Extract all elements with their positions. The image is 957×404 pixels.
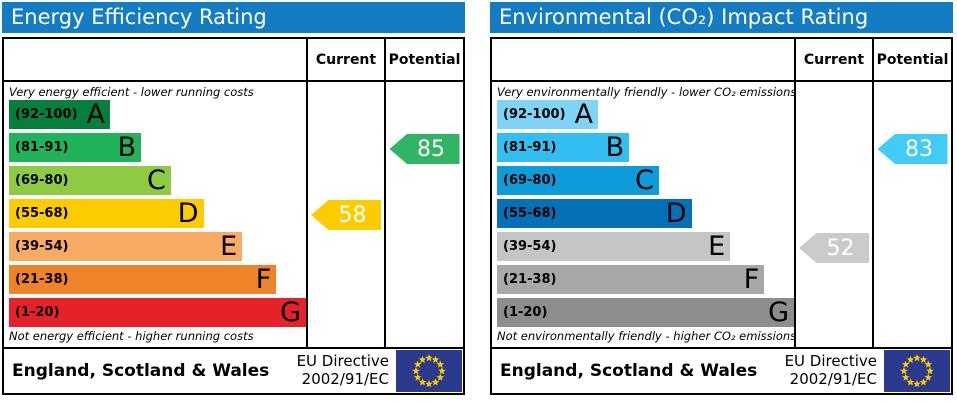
band-A: (92-100) A (9, 100, 110, 129)
band-letter: F (743, 264, 760, 295)
eu-flag-icon (396, 350, 462, 392)
potential-rating-arrow: 83 (877, 134, 948, 164)
band-range: (39-54) (15, 239, 69, 254)
band-letter: F (255, 264, 272, 295)
chart-row: Very energy efficient - lower running co… (4, 82, 463, 349)
eu-directive-line1: EU Directive (296, 352, 389, 371)
band-range: (92-100) (503, 107, 566, 122)
band-F: (21-38) F (497, 264, 765, 295)
panel-title: Environmental (CO₂) Impact Rating (490, 2, 953, 33)
potential-column: 83 (872, 82, 951, 347)
band-B: (81-91) B (497, 132, 630, 163)
band-E: (39-54) E (497, 231, 731, 262)
band-range: (21-38) (503, 272, 557, 287)
bottom-note: Not environmentally friendly - higher CO… (497, 329, 794, 343)
band-B: (81-91) B (9, 132, 142, 163)
current-column: 58 (306, 82, 384, 347)
band-letter: D (177, 198, 199, 229)
table-header: Current Potential (4, 39, 463, 82)
band-range: (55-68) (503, 206, 557, 221)
band-letter: D (665, 198, 687, 229)
band-letter: A (86, 99, 105, 130)
eu-directive-label: EU Directive 2002/91/EC (297, 353, 396, 388)
table-footer: England, Scotland & Wales EU Directive 2… (4, 349, 463, 393)
band-letter: G (280, 297, 301, 328)
band-letter: B (605, 132, 625, 163)
region-label: England, Scotland & Wales (500, 361, 758, 381)
potential-column: 85 (384, 82, 463, 347)
energy-efficiency-panel: Energy Efficiency Rating Current Potenti… (2, 2, 465, 395)
band-range: (1-20) (15, 305, 60, 320)
band-letter: B (117, 132, 137, 163)
band-G: (1-20) G (9, 298, 306, 327)
table-footer: England, Scotland & Wales EU Directive 2… (492, 349, 951, 393)
bands: (92-100) A (81-91) B (69-80) C (55-68) D (39-54)… (497, 100, 794, 327)
panel-title: Energy Efficiency Rating (2, 2, 465, 33)
band-C: (69-80) C (497, 166, 659, 195)
band-letter: G (768, 297, 789, 328)
band-range: (81-91) (503, 140, 557, 155)
band-range: (81-91) (15, 140, 69, 155)
bands-column: Very energy efficient - lower running co… (4, 82, 306, 347)
potential-column-header: Potential (384, 39, 463, 80)
band-D: (55-68) D (9, 199, 204, 228)
eu-directive-line2: 2002/91/EC (301, 370, 389, 388)
rating-table: Current Potential Very environmentally f… (490, 37, 953, 395)
bands: (92-100) A (81-91) B (69-80) C (55-68) D (39-54)… (9, 100, 306, 327)
band-range: (92-100) (15, 107, 78, 122)
epc-charts: Energy Efficiency Rating Current Potenti… (2, 2, 953, 395)
band-range: (55-68) (15, 206, 69, 221)
current-column-header: Current (306, 39, 384, 80)
band-F: (21-38) F (9, 264, 277, 295)
potential-column-header: Potential (872, 39, 951, 80)
current-rating-arrow: 58 (311, 200, 381, 230)
band-A: (92-100) A (497, 100, 598, 129)
band-G: (1-20) G (497, 298, 794, 327)
band-range: (21-38) (15, 272, 69, 287)
environmental-impact-panel: Environmental (CO₂) Impact Rating Curren… (490, 2, 953, 395)
bands-column: Very environmentally friendly - lower CO… (492, 82, 794, 347)
band-letter: E (220, 231, 238, 262)
potential-rating-arrow: 85 (389, 134, 460, 164)
current-rating-arrow: 52 (799, 233, 869, 263)
band-letter: A (574, 99, 593, 130)
band-letter: E (708, 231, 726, 262)
eu-flag-icon (884, 350, 950, 392)
band-letter: C (147, 165, 166, 196)
band-range: (39-54) (503, 239, 557, 254)
rating-table: Current Potential Very energy efficient … (2, 37, 465, 395)
band-letter: C (635, 165, 654, 196)
band-range: (69-80) (503, 173, 557, 188)
top-note: Very energy efficient - lower running co… (9, 85, 254, 99)
chart-row: Very environmentally friendly - lower CO… (492, 82, 951, 349)
current-column-header: Current (794, 39, 872, 80)
table-header: Current Potential (492, 39, 951, 82)
band-D: (55-68) D (497, 199, 692, 228)
bottom-note: Not energy efficient - higher running co… (9, 329, 254, 343)
band-E: (39-54) E (9, 231, 243, 262)
eu-directive-label: EU Directive 2002/91/EC (785, 353, 884, 388)
eu-directive-line2: 2002/91/EC (789, 370, 877, 388)
eu-directive-line1: EU Directive (784, 352, 877, 371)
header-spacer (492, 39, 794, 80)
top-note: Very environmentally friendly - lower CO… (497, 85, 794, 99)
header-spacer (4, 39, 306, 80)
band-range: (69-80) (15, 173, 69, 188)
band-C: (69-80) C (9, 166, 171, 195)
region-label: England, Scotland & Wales (12, 361, 270, 381)
band-range: (1-20) (503, 305, 548, 320)
current-column: 52 (794, 82, 872, 347)
